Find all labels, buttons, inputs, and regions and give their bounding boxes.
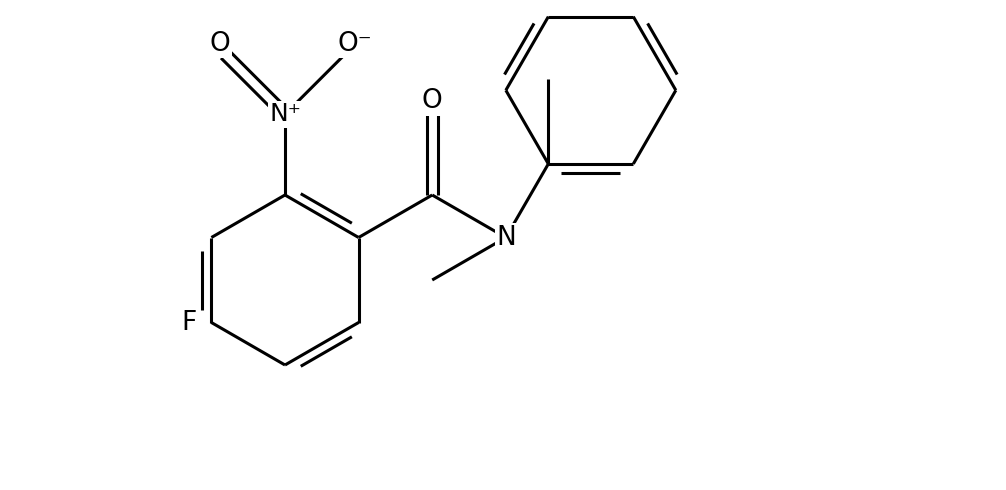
Text: O⁻: O⁻	[338, 31, 372, 57]
Text: O: O	[209, 31, 230, 57]
Text: F: F	[182, 310, 197, 336]
Text: N⁺: N⁺	[269, 102, 301, 126]
Text: O: O	[422, 88, 443, 114]
Text: N: N	[496, 224, 516, 250]
